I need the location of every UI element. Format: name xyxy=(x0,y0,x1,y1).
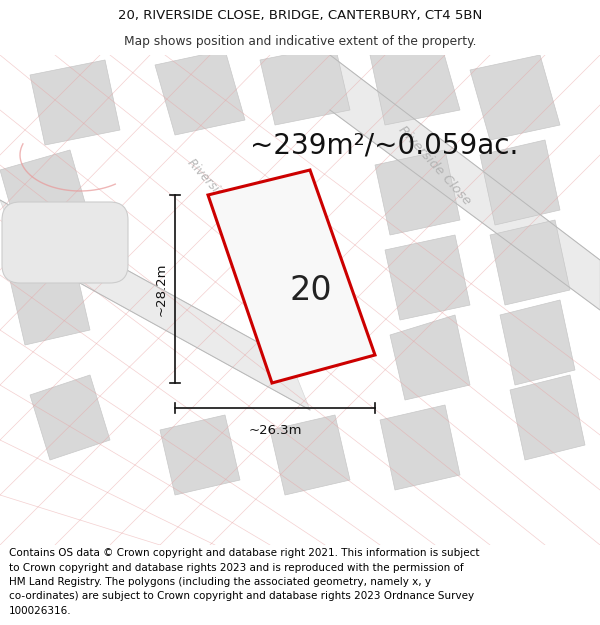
Polygon shape xyxy=(330,55,600,310)
Text: Map shows position and indicative extent of the property.: Map shows position and indicative extent… xyxy=(124,35,476,48)
Text: ~26.3m: ~26.3m xyxy=(248,424,302,437)
Text: co-ordinates) are subject to Crown copyright and database rights 2023 Ordnance S: co-ordinates) are subject to Crown copyr… xyxy=(9,591,474,601)
Polygon shape xyxy=(208,170,375,383)
Text: Contains OS data © Crown copyright and database right 2021. This information is : Contains OS data © Crown copyright and d… xyxy=(9,548,479,558)
Text: HM Land Registry. The polygons (including the associated geometry, namely x, y: HM Land Registry. The polygons (includin… xyxy=(9,577,431,587)
Polygon shape xyxy=(510,375,585,460)
Polygon shape xyxy=(500,300,575,385)
Text: 20: 20 xyxy=(290,274,332,308)
Polygon shape xyxy=(270,415,350,495)
Polygon shape xyxy=(260,45,350,125)
Polygon shape xyxy=(380,405,460,490)
Text: ~239m²/~0.059ac.: ~239m²/~0.059ac. xyxy=(250,131,518,159)
Text: to Crown copyright and database rights 2023 and is reproduced with the permissio: to Crown copyright and database rights 2… xyxy=(9,562,464,572)
FancyBboxPatch shape xyxy=(2,202,128,283)
Polygon shape xyxy=(370,40,460,125)
Polygon shape xyxy=(10,265,90,345)
Text: 100026316.: 100026316. xyxy=(9,606,71,616)
Text: 20, RIVERSIDE CLOSE, BRIDGE, CANTERBURY, CT4 5BN: 20, RIVERSIDE CLOSE, BRIDGE, CANTERBURY,… xyxy=(118,9,482,22)
Polygon shape xyxy=(155,50,245,135)
Text: Riverside Mews: Riverside Mews xyxy=(185,157,256,233)
Polygon shape xyxy=(470,55,560,140)
Text: Riverside Close: Riverside Close xyxy=(396,123,474,207)
Polygon shape xyxy=(160,415,240,495)
Polygon shape xyxy=(480,140,560,225)
Polygon shape xyxy=(390,315,470,400)
Polygon shape xyxy=(0,200,310,410)
Text: ~28.2m: ~28.2m xyxy=(155,262,167,316)
Polygon shape xyxy=(30,375,110,460)
Polygon shape xyxy=(385,235,470,320)
Polygon shape xyxy=(0,150,90,240)
Polygon shape xyxy=(490,220,570,305)
Polygon shape xyxy=(30,60,120,145)
Polygon shape xyxy=(375,150,460,235)
